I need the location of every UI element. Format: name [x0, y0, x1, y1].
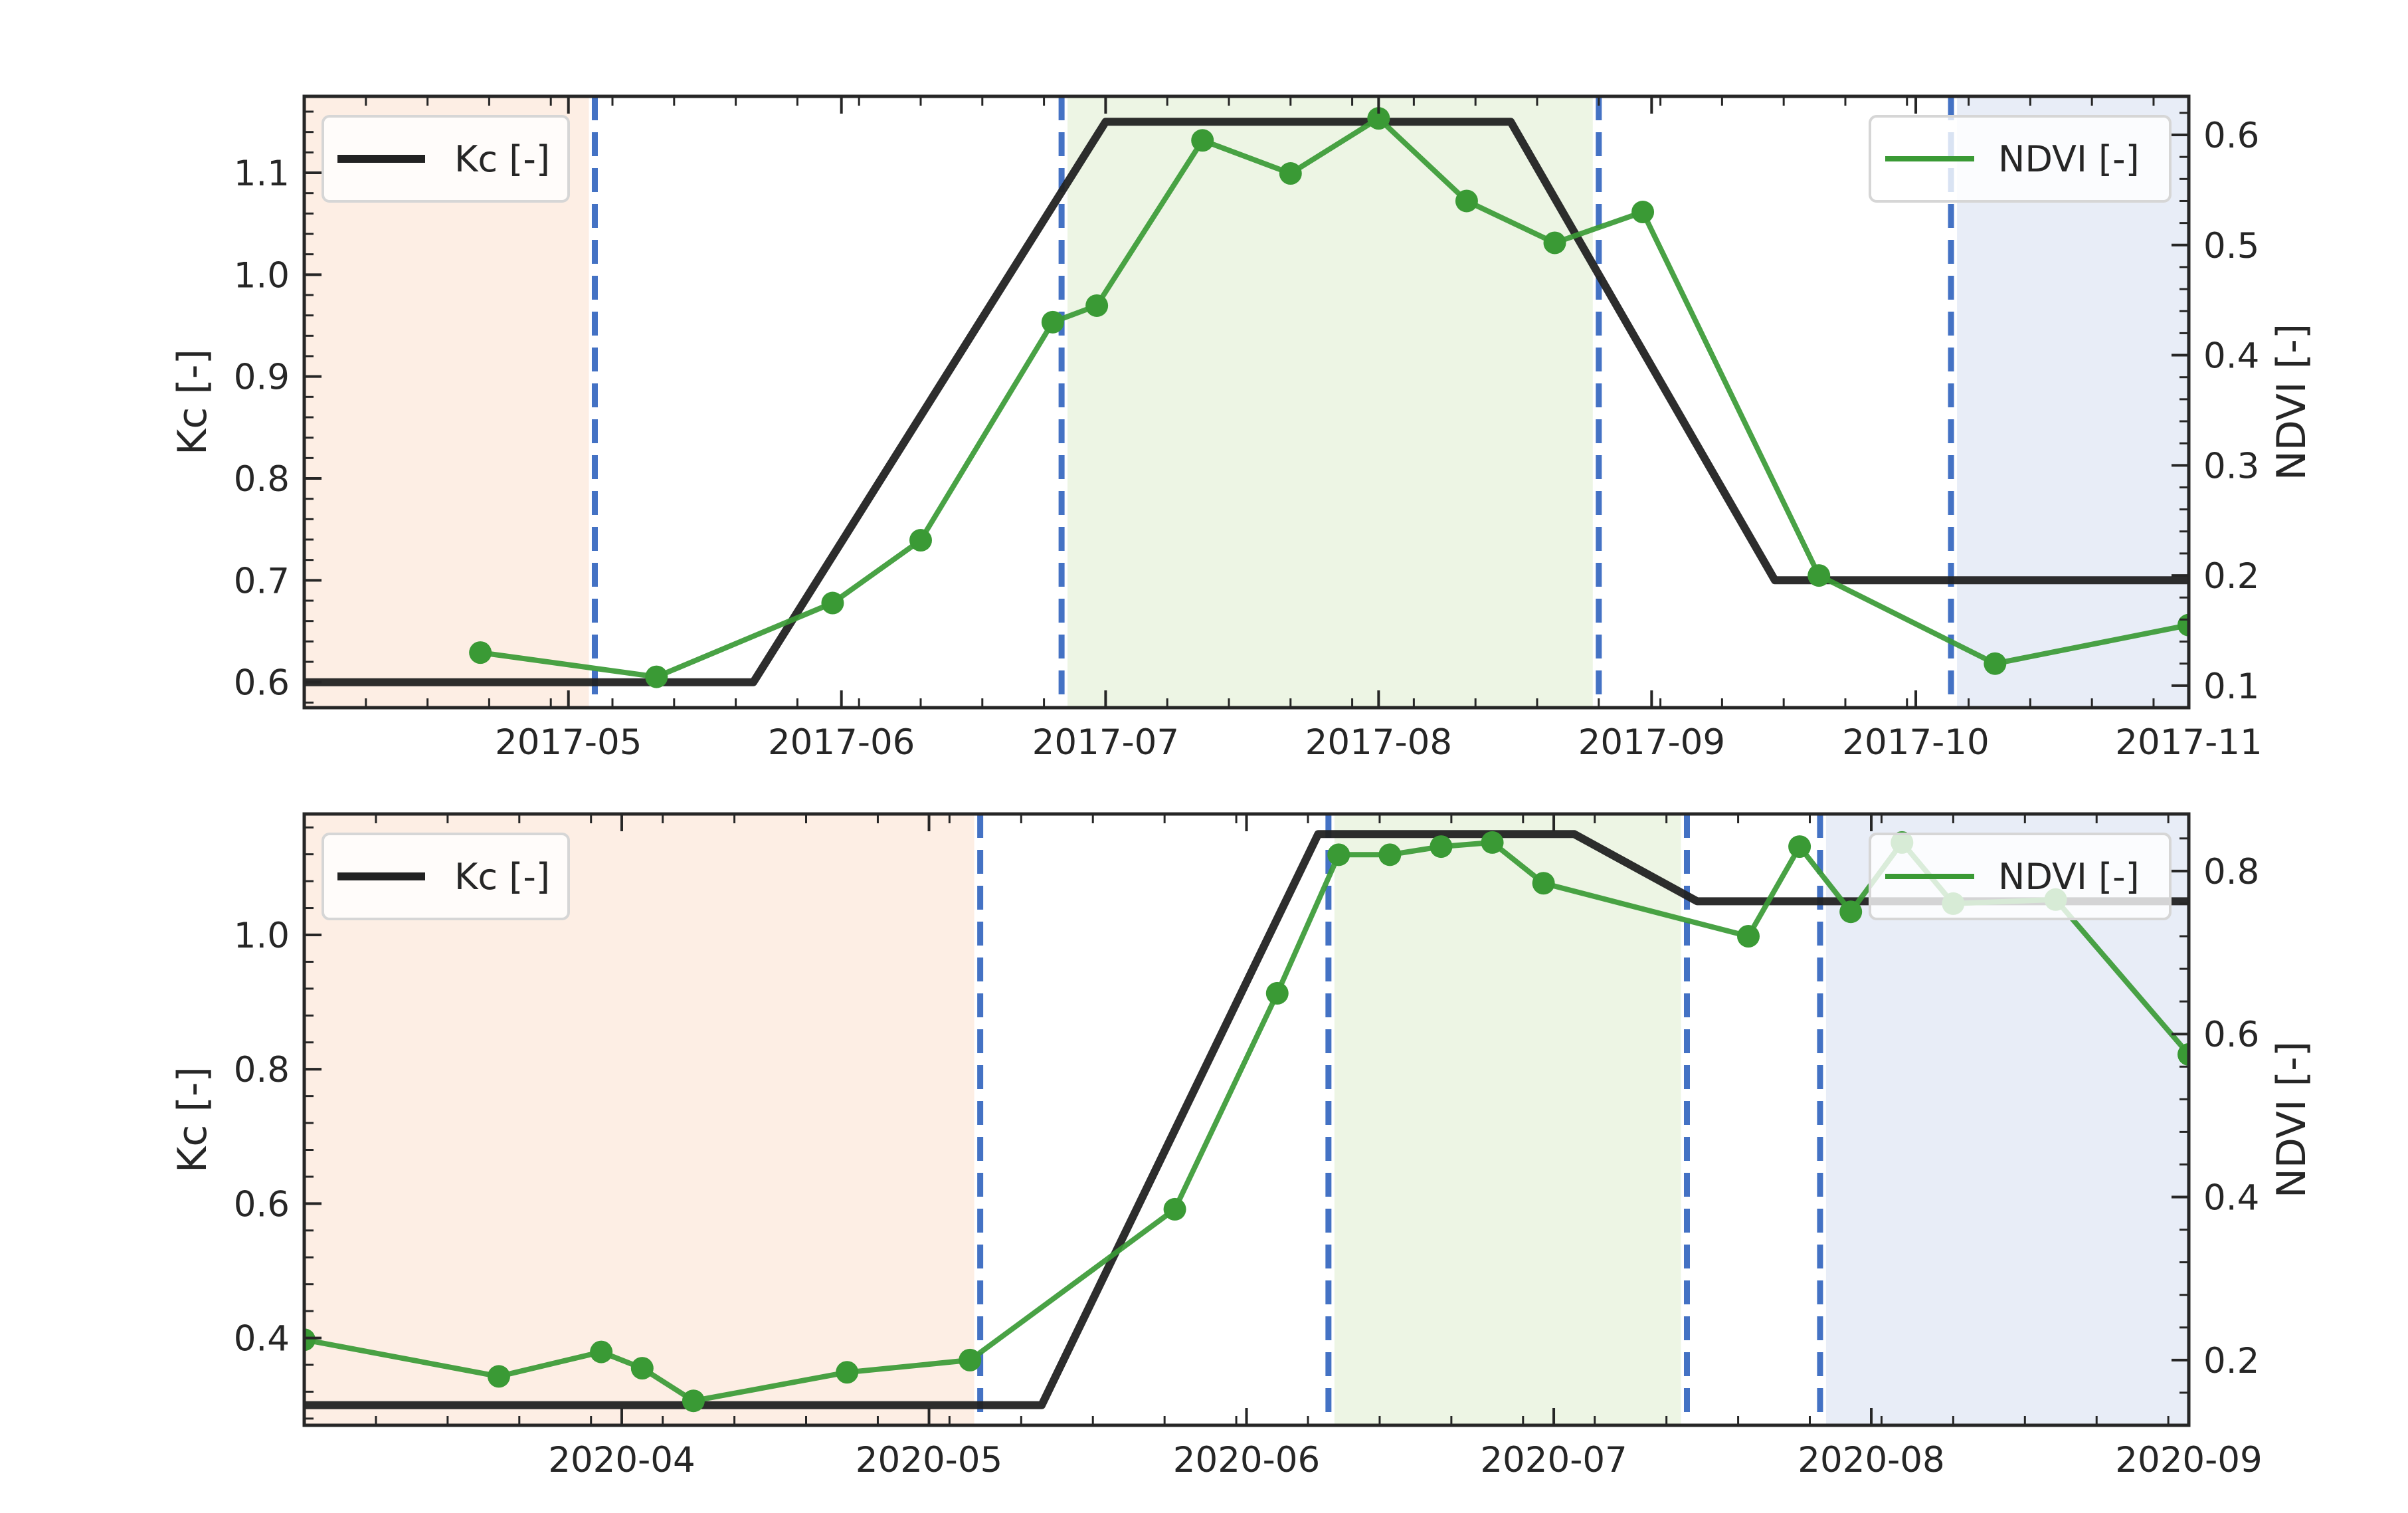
legend-ndvi-label: NDVI [-] [1998, 856, 2140, 898]
ndvi-point [1631, 201, 1655, 224]
legend-ndvi: NDVI [-] [1869, 833, 2172, 920]
ndvi-point [1532, 872, 1555, 895]
x-tick-label: 2017-07 [1032, 722, 1179, 763]
legend-kc-label: Kc [-] [454, 856, 550, 898]
ndvi-point [1378, 843, 1402, 866]
ndvi-point [1543, 231, 1566, 254]
y-axis-label: Kc [-] [169, 349, 216, 455]
ndvi-point [630, 1357, 654, 1380]
legend-box [1869, 833, 2172, 920]
stage-shading [1062, 96, 1599, 708]
ndvi-point [487, 1365, 510, 1388]
y2-tick-label: 0.6 [2203, 116, 2259, 156]
y-tick-label: 1.0 [234, 255, 290, 296]
axes-frame [302, 94, 2191, 710]
y-tick-label: 0.4 [234, 1319, 290, 1360]
legend-kc: Kc [-] [322, 115, 570, 203]
y-tick-label: 1.0 [234, 916, 290, 956]
y-tick-label: 0.6 [234, 1184, 290, 1225]
x-tick-label: 2017-08 [1305, 722, 1452, 763]
y2-axis-label: NDVI [-] [2269, 324, 2315, 480]
ndvi-point [2177, 1043, 2189, 1066]
y2-tick-label: 0.2 [2203, 1341, 2259, 1381]
y2-tick-label: 0.4 [2203, 336, 2259, 377]
x-tick-label: 2020-08 [1798, 1440, 1944, 1480]
ndvi-point [1085, 294, 1109, 317]
ndvi-point [1327, 843, 1350, 866]
ndvi-point [1481, 831, 1504, 854]
ndvi-point [1788, 835, 1811, 858]
ndvi-point [821, 591, 844, 615]
legend-kc: Kc [-] [322, 833, 570, 920]
legend-ndvi: NDVI [-] [1869, 115, 2172, 203]
y-axis-label: Kc [-] [169, 1066, 216, 1173]
ndvi-point [1279, 162, 1302, 185]
y2-tick-label: 0.4 [2203, 1178, 2259, 1219]
stage-shading [1328, 814, 1687, 1425]
ndvi-point [1367, 107, 1390, 130]
y-tick-label: 0.6 [234, 663, 290, 704]
ndvi-point [1163, 1197, 1186, 1221]
y2-tick-label: 0.1 [2203, 666, 2259, 707]
legend-ndvi-label: NDVI [-] [1998, 138, 2140, 180]
ndvi-point [1807, 564, 1831, 587]
ndvi-point [1430, 835, 1453, 858]
y2-axis-label: NDVI [-] [2269, 1041, 2315, 1198]
y-tick-label: 0.7 [234, 561, 290, 601]
ndvi-point [1265, 981, 1289, 1005]
x-tick-label: 2017-05 [495, 722, 642, 763]
y-tick-label: 0.9 [234, 357, 290, 398]
ndvi-point [1191, 129, 1214, 152]
y-tick-label: 0.8 [234, 1050, 290, 1090]
legend-box [1869, 115, 2172, 203]
x-tick-label: 2017-06 [768, 722, 915, 763]
legend-kc-label: Kc [-] [454, 138, 550, 180]
kc-series-line [304, 830, 2189, 1409]
ndvi-point [959, 1348, 982, 1371]
ndvi-point [1737, 925, 1760, 948]
legend-box [322, 115, 570, 203]
x-tick-label: 2017-09 [1578, 722, 1725, 763]
top-panel: 2017-05 2017-06 2017-07 2017-08 2017-09 2017-… [169, 94, 2315, 763]
ndvi-point [590, 1340, 613, 1363]
y2-tick-label: 0.3 [2203, 446, 2259, 486]
ndvi-point [909, 529, 932, 552]
kc-series-line [304, 118, 2189, 686]
ndvi-point [682, 1389, 705, 1413]
ndvi-point [645, 665, 668, 688]
ndvi-point [1839, 900, 1863, 924]
y-tick-label: 1.1 [234, 153, 290, 194]
y-tick-label: 0.8 [234, 459, 290, 500]
ndvi-point [836, 1361, 859, 1384]
ndvi-point [1984, 652, 2007, 675]
ndvi-point [1041, 310, 1064, 334]
x-tick-label: 2017-11 [2115, 722, 2262, 763]
ndvi-point [469, 641, 492, 664]
legend-box [322, 833, 570, 920]
ndvi-point [304, 1328, 316, 1352]
x-tick-label: 2020-06 [1173, 1440, 1320, 1480]
y2-tick-label: 0.2 [2203, 556, 2259, 597]
bottom-panel: 2020-04 2020-05 2020-06 2020-07 2020-08 2020-… [169, 812, 2315, 1480]
x-tick-label: 2020-04 [548, 1440, 695, 1480]
y2-tick-label: 0.6 [2203, 1015, 2259, 1055]
y2-tick-label: 0.8 [2203, 852, 2259, 892]
x-tick-label: 2020-07 [1480, 1440, 1627, 1480]
x-tick-label: 2017-10 [1842, 722, 1989, 763]
y2-tick-label: 0.5 [2203, 226, 2259, 266]
x-tick-label: 2020-05 [856, 1440, 1002, 1480]
x-tick-label: 2020-09 [2115, 1440, 2262, 1480]
ndvi-point [1455, 189, 1478, 213]
